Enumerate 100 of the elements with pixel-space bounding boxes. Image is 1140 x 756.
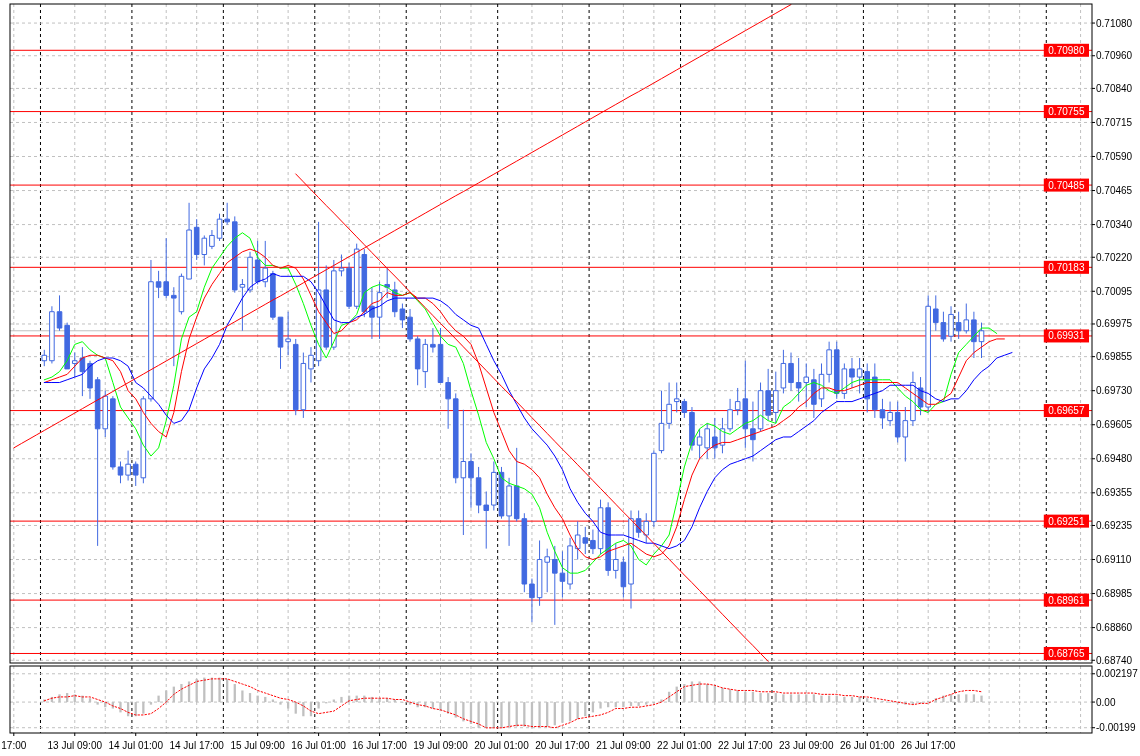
candlestick xyxy=(369,286,375,340)
candlestick xyxy=(948,305,954,343)
candlestick xyxy=(79,346,86,397)
y-tick-label: 0.69480 xyxy=(1096,453,1133,465)
ref-line-label: 0.68765 xyxy=(1048,647,1085,659)
y-tick-label: 0.00 xyxy=(1096,696,1116,708)
x-tick-label: 15 Jul 09:00 xyxy=(230,739,286,751)
candlestick xyxy=(171,286,177,367)
candlestick xyxy=(506,477,512,547)
y-tick-label: 0.69730 xyxy=(1096,385,1133,397)
ref-line-label: 0.69251 xyxy=(1048,515,1085,527)
ref-line-label: 0.68961 xyxy=(1048,594,1085,606)
candlestick xyxy=(590,529,596,555)
candlestick xyxy=(148,259,154,403)
ref-line-label: 0.70183 xyxy=(1048,261,1085,273)
y-tick-label: 0.70590 xyxy=(1096,151,1133,162)
candlestick xyxy=(224,202,230,226)
x-tick-label: 16 Jul 17:00 xyxy=(352,739,408,751)
candlestick xyxy=(879,398,886,430)
candlestick xyxy=(468,452,474,509)
candlestick xyxy=(247,251,253,294)
candlestick xyxy=(125,450,131,482)
y-tick-label: 0.69855 xyxy=(1096,351,1133,363)
candlestick xyxy=(270,270,276,321)
candlestick xyxy=(407,308,413,343)
ref-line-label: 0.69931 xyxy=(1048,330,1085,342)
x-tick-label: 26 Jul 01:00 xyxy=(839,739,895,751)
ref-line-label: 0.69657 xyxy=(1048,405,1085,417)
candlestick xyxy=(826,341,832,384)
y-tick-label: 0.70960 xyxy=(1096,50,1133,62)
candlestick xyxy=(64,322,70,370)
y-tick-label: 0.71080 xyxy=(1096,17,1133,29)
y-tick-label: 0.69110 xyxy=(1096,554,1132,566)
candlestick xyxy=(384,267,390,299)
candlestick xyxy=(887,401,893,427)
candlestick xyxy=(605,501,611,577)
candlestick xyxy=(186,202,192,280)
y-tick-label: 0.68985 xyxy=(1096,588,1133,600)
candlestick xyxy=(308,346,314,384)
y-tick-label: 0.69235 xyxy=(1096,519,1133,531)
candlestick xyxy=(788,352,794,392)
candlestick xyxy=(56,294,63,332)
x-tick-label: 14 Jul 17:00 xyxy=(169,739,225,751)
ref-line-label: 0.70485 xyxy=(1048,179,1085,191)
line-series xyxy=(43,678,983,729)
x-tick-label: 14 Jul 01:00 xyxy=(108,739,164,751)
x-tick-label: 26 Jul 17:00 xyxy=(900,739,956,751)
y-tick-label: 0.68860 xyxy=(1096,622,1133,634)
y-tick-label: 0.69605 xyxy=(1096,419,1133,431)
y-tick-label: 0.70340 xyxy=(1096,219,1133,231)
y-tick-label: 0.70715 xyxy=(1096,116,1133,128)
y-tick-label: 0.70095 xyxy=(1096,285,1133,297)
candlestick xyxy=(780,349,787,394)
y-tick-label: 0.70840 xyxy=(1096,82,1133,94)
candlestick xyxy=(285,311,291,356)
candlestick xyxy=(445,376,451,430)
y-tick-label: 0.69975 xyxy=(1096,318,1133,330)
candlestick xyxy=(750,401,756,462)
candlestick xyxy=(658,390,665,454)
candlestick xyxy=(712,417,718,460)
candlestick xyxy=(331,259,337,351)
y-tick-label: -0.00199 xyxy=(1096,722,1136,734)
x-tick-label: 22 Jul 17:00 xyxy=(718,739,773,751)
ref-line-label: 0.70755 xyxy=(1048,106,1085,118)
candlestick xyxy=(117,460,124,484)
x-tick-label: 17:00 xyxy=(1,739,27,751)
candlestick xyxy=(925,294,931,413)
candlestick xyxy=(41,349,48,367)
candlestick xyxy=(666,382,672,430)
candlestick xyxy=(765,368,771,422)
candlestick xyxy=(87,360,93,400)
candlestick xyxy=(178,273,185,315)
x-tick-label: 20 Jul 17:00 xyxy=(535,739,591,751)
candlestick xyxy=(727,398,733,433)
candlestick xyxy=(110,395,116,471)
candlestick xyxy=(849,357,855,389)
x-tick-label: 19 Jul 09:00 xyxy=(413,739,469,751)
candlestick xyxy=(209,229,215,250)
candlestick xyxy=(346,262,352,310)
candlestick xyxy=(529,578,535,623)
candlestick xyxy=(567,537,573,590)
y-tick-label: 0.69355 xyxy=(1096,487,1133,499)
y-tick-label: 0.70220 xyxy=(1096,251,1133,263)
y-tick-label: 0.68740 xyxy=(1096,654,1133,666)
x-tick-label: 22 Jul 01:00 xyxy=(657,739,713,751)
candlestick xyxy=(430,327,436,354)
y-tick-label: 0.70465 xyxy=(1096,185,1133,197)
x-tick-label: 16 Jul 01:00 xyxy=(291,739,347,751)
candlestick xyxy=(491,460,497,511)
candlestick xyxy=(872,362,878,419)
candlestick xyxy=(628,510,634,610)
candlestick xyxy=(978,322,985,359)
x-tick-label: 13 Jul 09:00 xyxy=(47,739,103,751)
x-tick-label: 20 Jul 01:00 xyxy=(474,739,530,751)
candlestick xyxy=(216,213,223,242)
candlestick xyxy=(49,305,55,364)
y-tick-label: 0.002197 xyxy=(1096,668,1139,680)
x-tick-label: 23 Jul 09:00 xyxy=(779,739,834,751)
candlestick xyxy=(773,371,779,424)
x-tick-label: 21 Jul 09:00 xyxy=(596,739,652,751)
